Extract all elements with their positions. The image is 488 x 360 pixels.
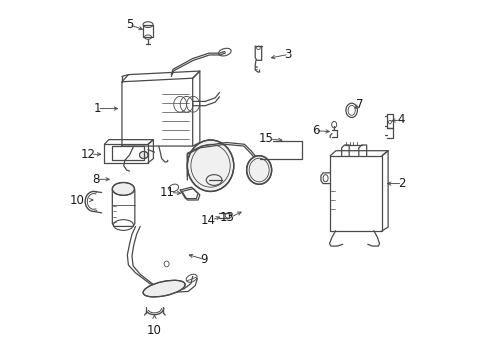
- Text: 5: 5: [126, 18, 134, 31]
- Text: 7: 7: [355, 99, 363, 112]
- Text: 3: 3: [284, 48, 291, 61]
- Text: 2: 2: [397, 177, 405, 190]
- Ellipse shape: [187, 140, 233, 192]
- Text: 8: 8: [92, 173, 100, 186]
- Ellipse shape: [143, 280, 185, 297]
- Text: 9: 9: [200, 253, 207, 266]
- Ellipse shape: [139, 152, 148, 158]
- Text: 1: 1: [94, 102, 102, 115]
- Text: 13: 13: [219, 211, 234, 224]
- Bar: [143, 24, 153, 37]
- Ellipse shape: [112, 183, 134, 195]
- Text: 4: 4: [397, 113, 404, 126]
- Ellipse shape: [246, 156, 271, 184]
- Text: 10: 10: [147, 324, 162, 337]
- Text: 12: 12: [80, 148, 95, 161]
- Text: 6: 6: [311, 124, 319, 137]
- Text: 11: 11: [160, 186, 175, 199]
- Text: 15: 15: [258, 132, 273, 145]
- Text: 14: 14: [201, 213, 216, 226]
- Text: 10: 10: [69, 194, 84, 207]
